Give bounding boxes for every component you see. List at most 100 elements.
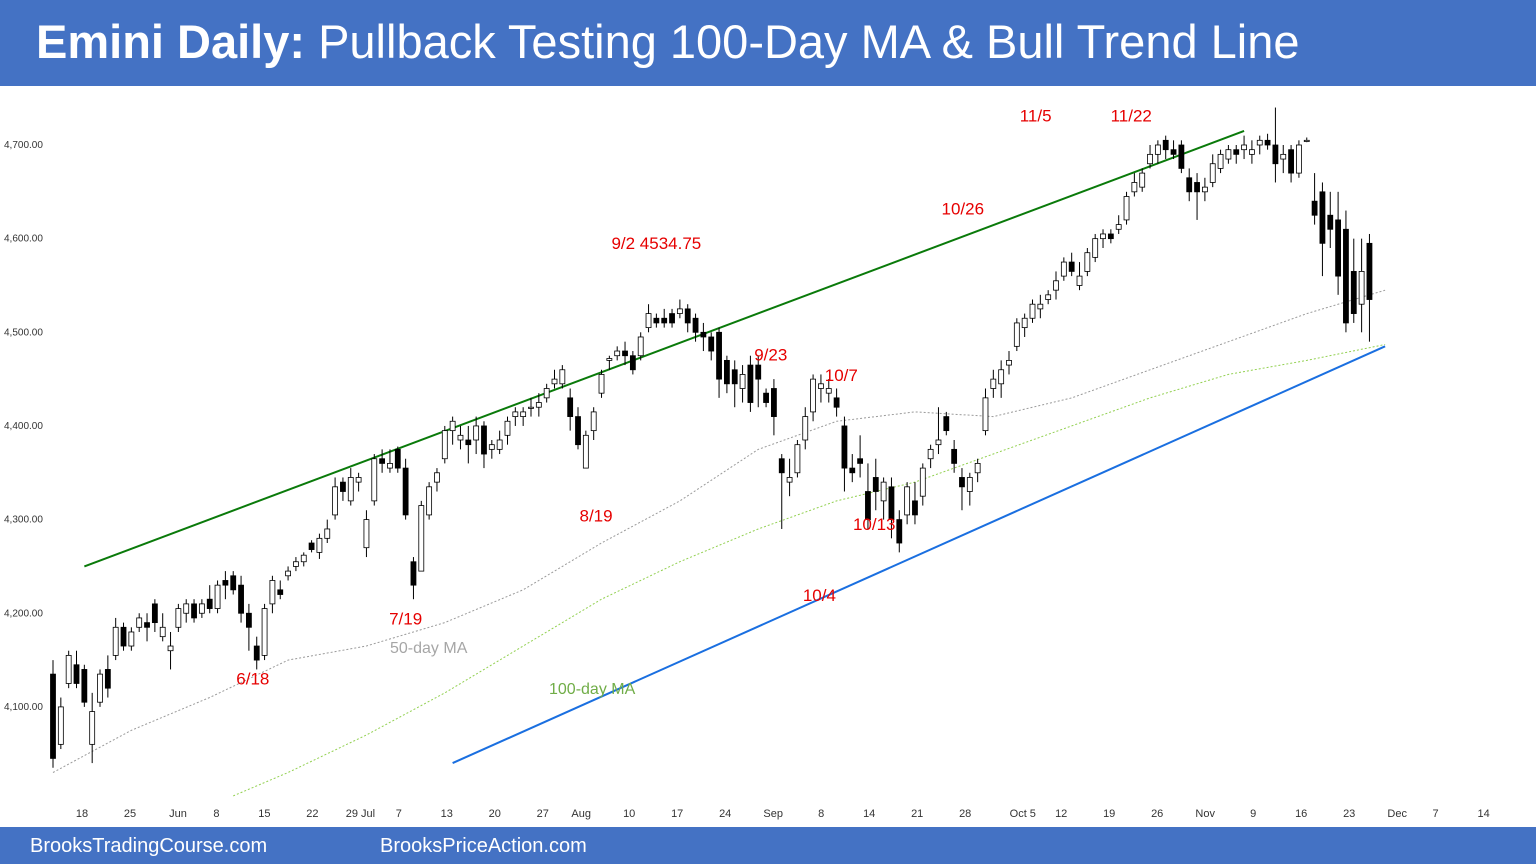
candle (543, 383, 550, 403)
candle (1154, 140, 1161, 164)
candle (927, 444, 934, 469)
bear-candle-body (849, 467, 856, 474)
candle (998, 360, 1005, 398)
bull-candle-body (1053, 280, 1059, 291)
candle (1335, 191, 1342, 295)
ma100-line (233, 344, 1386, 797)
candle (990, 369, 997, 398)
bear-candle-body (308, 542, 315, 550)
x-tick-label: 14 (1477, 808, 1489, 820)
bear-candle-body (230, 575, 237, 591)
bear-candle-body (81, 669, 88, 703)
bull-candle-body (927, 448, 934, 460)
bear-candle-body (692, 317, 699, 333)
candle (1264, 133, 1271, 150)
bull-candle-body (1076, 275, 1083, 286)
candle (269, 575, 276, 614)
bear-candle-body (245, 612, 252, 628)
candle (120, 622, 127, 651)
candle (136, 613, 143, 632)
candle (308, 540, 315, 553)
candle (481, 421, 487, 469)
candle (65, 650, 72, 689)
candle (371, 454, 378, 506)
bear-candle-body (1107, 233, 1114, 240)
candle (347, 468, 354, 506)
bear-candle-body (120, 626, 127, 647)
bull-candle-body (739, 374, 746, 389)
title-bar: Emini Daily: Pullback Testing 100-Day MA… (0, 0, 1536, 86)
bull-candle-body (1021, 317, 1028, 329)
bear-candle-body (1319, 191, 1326, 244)
annotation-label: 9/2 4534.75 (611, 234, 701, 253)
candle (97, 669, 103, 707)
bull-candle-body (1256, 139, 1263, 146)
bull-candle-body (159, 626, 166, 638)
candle (919, 463, 926, 506)
annotation-label: 10/13 (853, 515, 896, 534)
footer-left-site[interactable]: BrooksTradingCourse.com (30, 835, 268, 857)
candle (606, 355, 613, 370)
candle (629, 351, 636, 375)
candle (865, 463, 871, 529)
bull-candle-body (904, 486, 911, 516)
candle (786, 458, 793, 497)
candle (747, 355, 754, 412)
candle (551, 369, 558, 389)
bull-candle-body (1241, 144, 1247, 151)
bear-candle-body (653, 317, 660, 324)
y-tick-label: 4,600.00 (4, 234, 43, 245)
bear-candle-body (238, 584, 244, 614)
candle (590, 407, 597, 440)
candle (1100, 229, 1106, 249)
candle (238, 575, 244, 623)
candle (951, 439, 958, 473)
candle (340, 477, 346, 501)
bull-candle-body (551, 378, 558, 385)
y-tick-label: 4,500.00 (4, 327, 43, 338)
bear-candle-body (755, 364, 762, 380)
candle (872, 458, 879, 511)
bull-candle-body (818, 383, 824, 389)
bull-candle-body (1100, 233, 1106, 240)
bull-candle-body (802, 416, 809, 441)
y-tick-label: 4,400.00 (4, 421, 43, 432)
bull-candle-body (606, 358, 613, 361)
bear-candle-body (629, 355, 636, 371)
footer-right-site[interactable]: BrooksPriceAction.com (380, 835, 587, 857)
bull-candle-body (183, 603, 190, 614)
bear-candle-body (731, 369, 738, 385)
candle (528, 397, 534, 417)
bear-candle-body (567, 397, 574, 417)
candle (151, 599, 158, 632)
bull-candle-body (418, 505, 425, 572)
bear-candle-body (1335, 219, 1342, 277)
candle (230, 571, 237, 595)
candle (849, 454, 856, 483)
candle (1201, 177, 1208, 202)
candle (676, 299, 683, 319)
x-tick-label: 23 (1343, 808, 1355, 820)
x-tick-label: 27 (537, 808, 549, 820)
bull-candle-body (1147, 153, 1153, 165)
bull-candle-body (1037, 303, 1044, 310)
candle (778, 454, 785, 529)
x-tick-label: 25 (124, 808, 136, 820)
candle (716, 327, 722, 398)
x-tick-label: 18 (76, 808, 88, 820)
bear-candle-body (1288, 149, 1294, 174)
candle (535, 393, 542, 417)
candle (1162, 135, 1169, 160)
bear-candle-body (1350, 271, 1357, 314)
bear-candle-body (723, 359, 730, 385)
bull-candle-body (57, 706, 64, 745)
candle (261, 603, 268, 661)
bull-candle-body (504, 420, 511, 436)
bear-candle-body (206, 598, 213, 609)
candle (1311, 173, 1318, 225)
candle (1343, 210, 1349, 333)
bear-candle-body (857, 458, 864, 464)
candle (1272, 107, 1279, 183)
candle (191, 599, 197, 623)
candle (112, 617, 119, 661)
